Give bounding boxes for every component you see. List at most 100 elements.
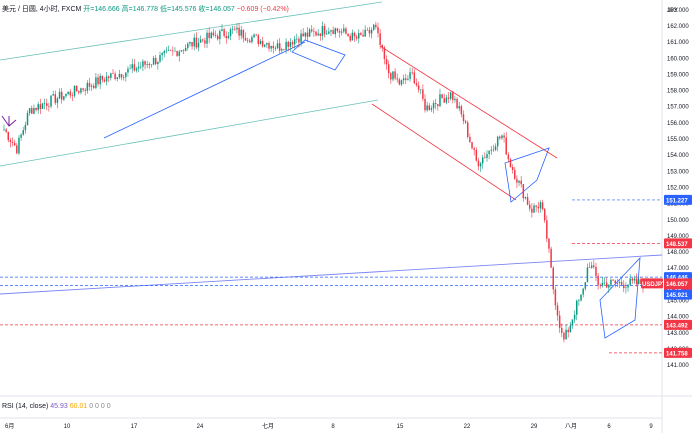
candle-body [618,282,621,284]
candle-body [73,85,76,96]
candle-body [152,57,155,65]
candle-body [110,73,112,78]
candle-body [259,40,262,45]
candle-body [385,59,388,65]
candle-body [150,64,153,66]
price-tag-148537: 148.537 [666,242,688,248]
candle-body [473,148,475,150]
x-tick-label: 10 [64,424,71,430]
candle-body [169,50,172,51]
candle-body [402,78,405,81]
candle-body [573,314,576,320]
y-tick-label: 143.000 [667,331,689,337]
upper-trend-line [0,1,383,61]
candle-body [405,78,407,80]
candle-body [9,140,12,142]
candle-body [283,49,285,50]
candle-body [603,282,606,284]
y-tick-label: 144.000 [667,315,689,321]
candle-body [244,38,247,41]
candle-body [563,332,565,340]
candle-body [349,36,351,41]
candle-body [366,29,369,31]
candle-body [33,108,35,114]
candle-body [552,267,554,290]
candle-body [516,178,518,183]
candle-body [430,108,433,110]
candle-body [556,305,559,316]
candle-body [191,42,193,47]
y-tick-label: 159.000 [667,72,689,78]
candle-body [212,32,215,36]
price-tag-143492-bg [664,319,692,330]
candle-body [432,103,435,109]
candle-body [345,28,347,34]
candle-body [407,78,409,80]
candle-body [146,64,148,65]
y-tick-label: 150.000 [667,218,689,224]
candle-body [103,79,106,82]
candle-body [291,42,294,45]
candle-body [54,94,57,103]
price-tag-151227: 151.227 [666,198,688,204]
candle-body [167,50,170,51]
candle-body [424,98,426,111]
rsi-title[interactable]: RSI (14, close) [2,403,49,410]
candle-body [240,29,242,36]
candle-body [526,197,529,205]
candle-body [588,267,591,269]
candle-body [165,50,168,52]
candle-body [88,82,91,87]
price-tag-143492: 143.492 [666,323,688,329]
y-tick-label: 154.000 [667,153,689,159]
candle-body [161,53,163,56]
candle-body [246,40,249,41]
candle-body [511,166,514,170]
candle-body [50,95,52,107]
candle-body [490,149,493,151]
candle-body [541,202,544,210]
candle-body [3,129,5,131]
candle-body [387,64,390,74]
candle-body [178,51,180,56]
candle-body [368,30,371,34]
candle-body [595,266,597,276]
candle-body [428,105,431,110]
candle-body [105,76,108,82]
symbol-title[interactable]: 美元 / 日圆, 4小时, FXCM [2,6,82,13]
candle-body [479,163,482,167]
candle-body [576,300,578,315]
price-tag-145921: 145.921 [666,293,688,299]
candle-body [255,34,257,36]
candle-body [608,284,610,288]
candle-body [122,77,125,78]
candle-body [229,29,232,37]
y-tick-label: 155.000 [667,137,689,143]
candle-body [590,265,593,268]
x-tick-label: 6 [607,424,611,430]
y-tick-label: 163.000 [667,8,689,14]
candle-body [69,91,71,96]
candle-body [234,28,236,30]
candle-body [16,145,18,154]
y-tick-label: 157.000 [667,105,689,111]
candle-body [411,72,413,73]
price-tag-141758: 141.758 [666,351,688,357]
candle-body [7,131,10,141]
y-tick-label: 149.000 [667,234,689,240]
candle-body [210,32,213,39]
candle-body [323,26,326,35]
candle-body [97,77,99,85]
candle-body [118,74,121,78]
candle-body [86,82,89,91]
candle-body [464,121,467,123]
candle-body [18,137,20,154]
x-tick-label: 8 [331,424,335,430]
candle-body [5,129,7,132]
candle-body [197,42,200,48]
candle-body [445,97,448,103]
candle-body [419,89,422,91]
candle-body [268,43,270,49]
rsi-extra-values: 0 0 0 0 [89,403,111,410]
